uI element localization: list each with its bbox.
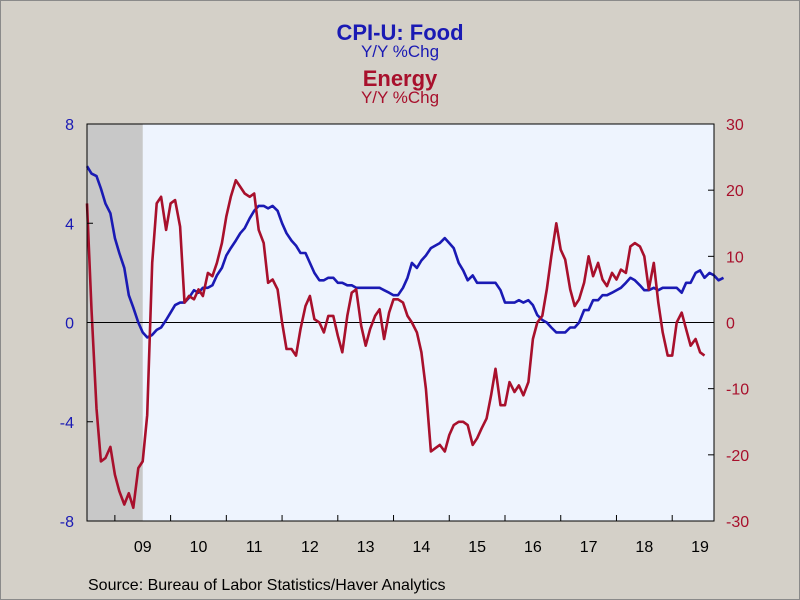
source-note: Source: Bureau of Labor Statistics/Haver…	[88, 577, 446, 594]
food-series-title: CPI-U: Food	[336, 20, 464, 45]
right-axis-tick-label: -10	[726, 382, 749, 399]
energy-series-title: Energy	[362, 66, 438, 91]
x-axis-tick-label: 15	[468, 539, 486, 556]
x-axis-tick-label: 10	[190, 539, 208, 556]
left-axis-tick-label: 0	[65, 316, 74, 333]
right-axis-tick-label: 10	[726, 249, 744, 266]
x-axis-tick-label: 12	[301, 539, 319, 556]
energy-series-line	[85, 178, 706, 510]
right-axis-tick-label: 20	[726, 183, 744, 200]
left-axis-tick-label: -4	[60, 415, 74, 432]
energy-series-unit: Y/Y %Chg	[360, 88, 440, 107]
right-axis-tick-label: 0	[726, 316, 735, 333]
food-series-unit: Y/Y %Chg	[360, 42, 440, 61]
left-axis-tick-label: 4	[65, 216, 74, 233]
x-axis-tick-label: 19	[691, 539, 709, 556]
x-axis-tick-label: 13	[357, 539, 375, 556]
x-axis-tick-label: 11	[246, 539, 263, 556]
x-axis-tick-label: 18	[635, 539, 653, 556]
right-axis-tick-label: -20	[726, 448, 749, 465]
left-axis-tick-label: 8	[65, 117, 74, 134]
x-axis-tick-label: 16	[524, 539, 542, 556]
left-axis-tick-label: -8	[60, 514, 74, 531]
right-axis-tick-label: 30	[726, 117, 744, 134]
food-series-line	[85, 165, 725, 339]
x-axis-tick-label: 14	[413, 539, 431, 556]
right-axis-tick-label: -30	[726, 514, 749, 531]
x-axis-tick-label: 17	[580, 539, 598, 556]
x-axis-tick-label: 09	[134, 539, 152, 556]
